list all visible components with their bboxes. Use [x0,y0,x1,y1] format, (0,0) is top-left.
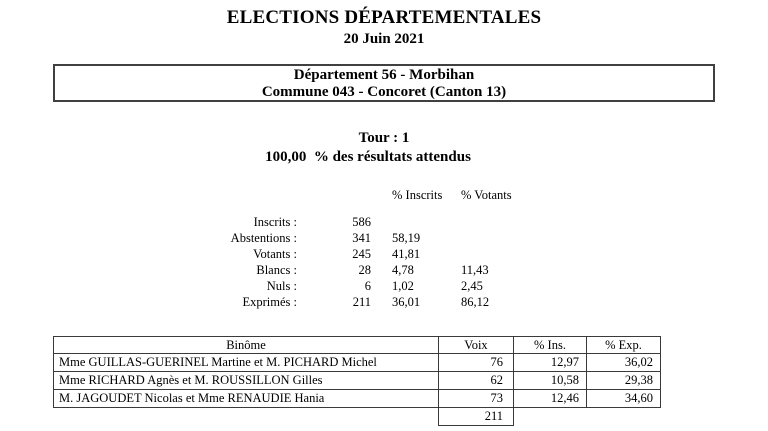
location-box: Département 56 - Morbihan Commune 043 - … [53,64,715,102]
stats-value: 6 [364,279,371,293]
stats-value: 28 [358,263,372,277]
stats-value: 341 [352,231,371,245]
candidate-pct-exp: 29,38 [586,371,661,390]
total-voix-cell: 211 [438,407,514,426]
stats-value: 586 [352,215,371,229]
candidate-pct-ins: 10,58 [513,371,587,390]
commune-line: Commune 043 - Concoret (Canton 13) [261,84,507,100]
stats-value: 245 [352,247,371,261]
stats-pct-inscrits: 41,81 [392,247,421,261]
stats-row-votants: Votants : 245 41,81 [67,246,537,262]
candidate-pct-ins: 12,97 [513,353,587,372]
stats-pct-inscrits [371,214,461,230]
stats-label: Exprimés : [242,295,297,309]
candidate-voix: 62 [438,371,514,390]
stats-label: Blancs : [256,263,297,277]
candidate-pct-ins: 12,46 [513,389,587,408]
turnout-stats-table: Inscrits : 586 Abstentions : 341 58,19 V… [67,214,537,310]
stats-label: Nuls : [266,279,297,293]
stats-value: 211 [352,295,371,309]
stats-row-inscrits: Inscrits : 586 [67,214,537,230]
candidate-binome: M. JAGOUDET Nicolas et Mme RENAUDIE Hani… [53,389,439,408]
results-header-binome: Binôme [53,336,439,354]
table-row: Mme GUILLAS-GUERINEL Martine et M. PICHA… [53,353,661,372]
candidate-pct-exp: 36,02 [586,353,661,372]
stats-label: Abstentions : [230,231,297,245]
stats-label: Votants : [253,247,297,261]
candidate-pct-exp: 34,60 [586,389,661,408]
page-title: ELECTIONS DÉPARTEMENTALES [226,7,542,28]
results-completion: 100,00 % des résultats attendus [265,149,471,165]
results-header-pct-ins: % Ins. [513,336,587,354]
stats-pct-votants [461,230,537,246]
stats-pct-votants: 86,12 [461,295,490,309]
stats-pct-votants: 2,45 [461,279,483,293]
candidates-results-table: Binôme Voix % Ins. % Exp. Mme GUILLAS-GU… [53,336,661,408]
election-date: 20 Juin 2021 [343,31,425,47]
candidate-binome: Mme GUILLAS-GUERINEL Martine et M. PICHA… [53,353,439,372]
results-header-pct-exp: % Exp. [586,336,661,354]
stats-pct-votants [461,246,537,262]
tour-number: Tour : 1 [358,130,410,146]
candidate-voix: 73 [438,389,514,408]
results-header-row: Binôme Voix % Ins. % Exp. [53,336,661,354]
candidate-voix: 76 [438,353,514,372]
table-row: Mme RICHARD Agnès et M. ROUSSILLON Gille… [53,371,661,390]
stats-header-pct-inscrits: % Inscrits [392,188,443,202]
stats-label: Inscrits : [253,215,297,229]
stats-row-nuls: Nuls : 6 1,02 2,45 [67,278,537,294]
results-header-voix: Voix [438,336,514,354]
stats-row-blancs: Blancs : 28 4,78 11,43 [67,262,537,278]
stats-header-pct-votants: % Votants [461,188,512,202]
stats-pct-votants [461,214,537,230]
table-row: M. JAGOUDET Nicolas et Mme RENAUDIE Hani… [53,389,661,408]
candidate-binome: Mme RICHARD Agnès et M. ROUSSILLON Gille… [53,371,439,390]
stats-pct-votants: 11,43 [461,263,489,277]
tour-block: Tour : 1 100,00 % des résultats attendus [0,129,768,167]
stats-pct-inscrits: 58,19 [392,231,421,245]
stats-row-exprimes: Exprimés : 211 36,01 86,12 [67,294,537,310]
stats-pct-inscrits: 1,02 [392,279,414,293]
departement-line: Département 56 - Morbihan [293,67,475,83]
stats-pct-inscrits: 4,78 [392,263,414,277]
stats-row-abstentions: Abstentions : 341 58,19 [67,230,537,246]
stats-pct-inscrits: 36,01 [392,295,421,309]
